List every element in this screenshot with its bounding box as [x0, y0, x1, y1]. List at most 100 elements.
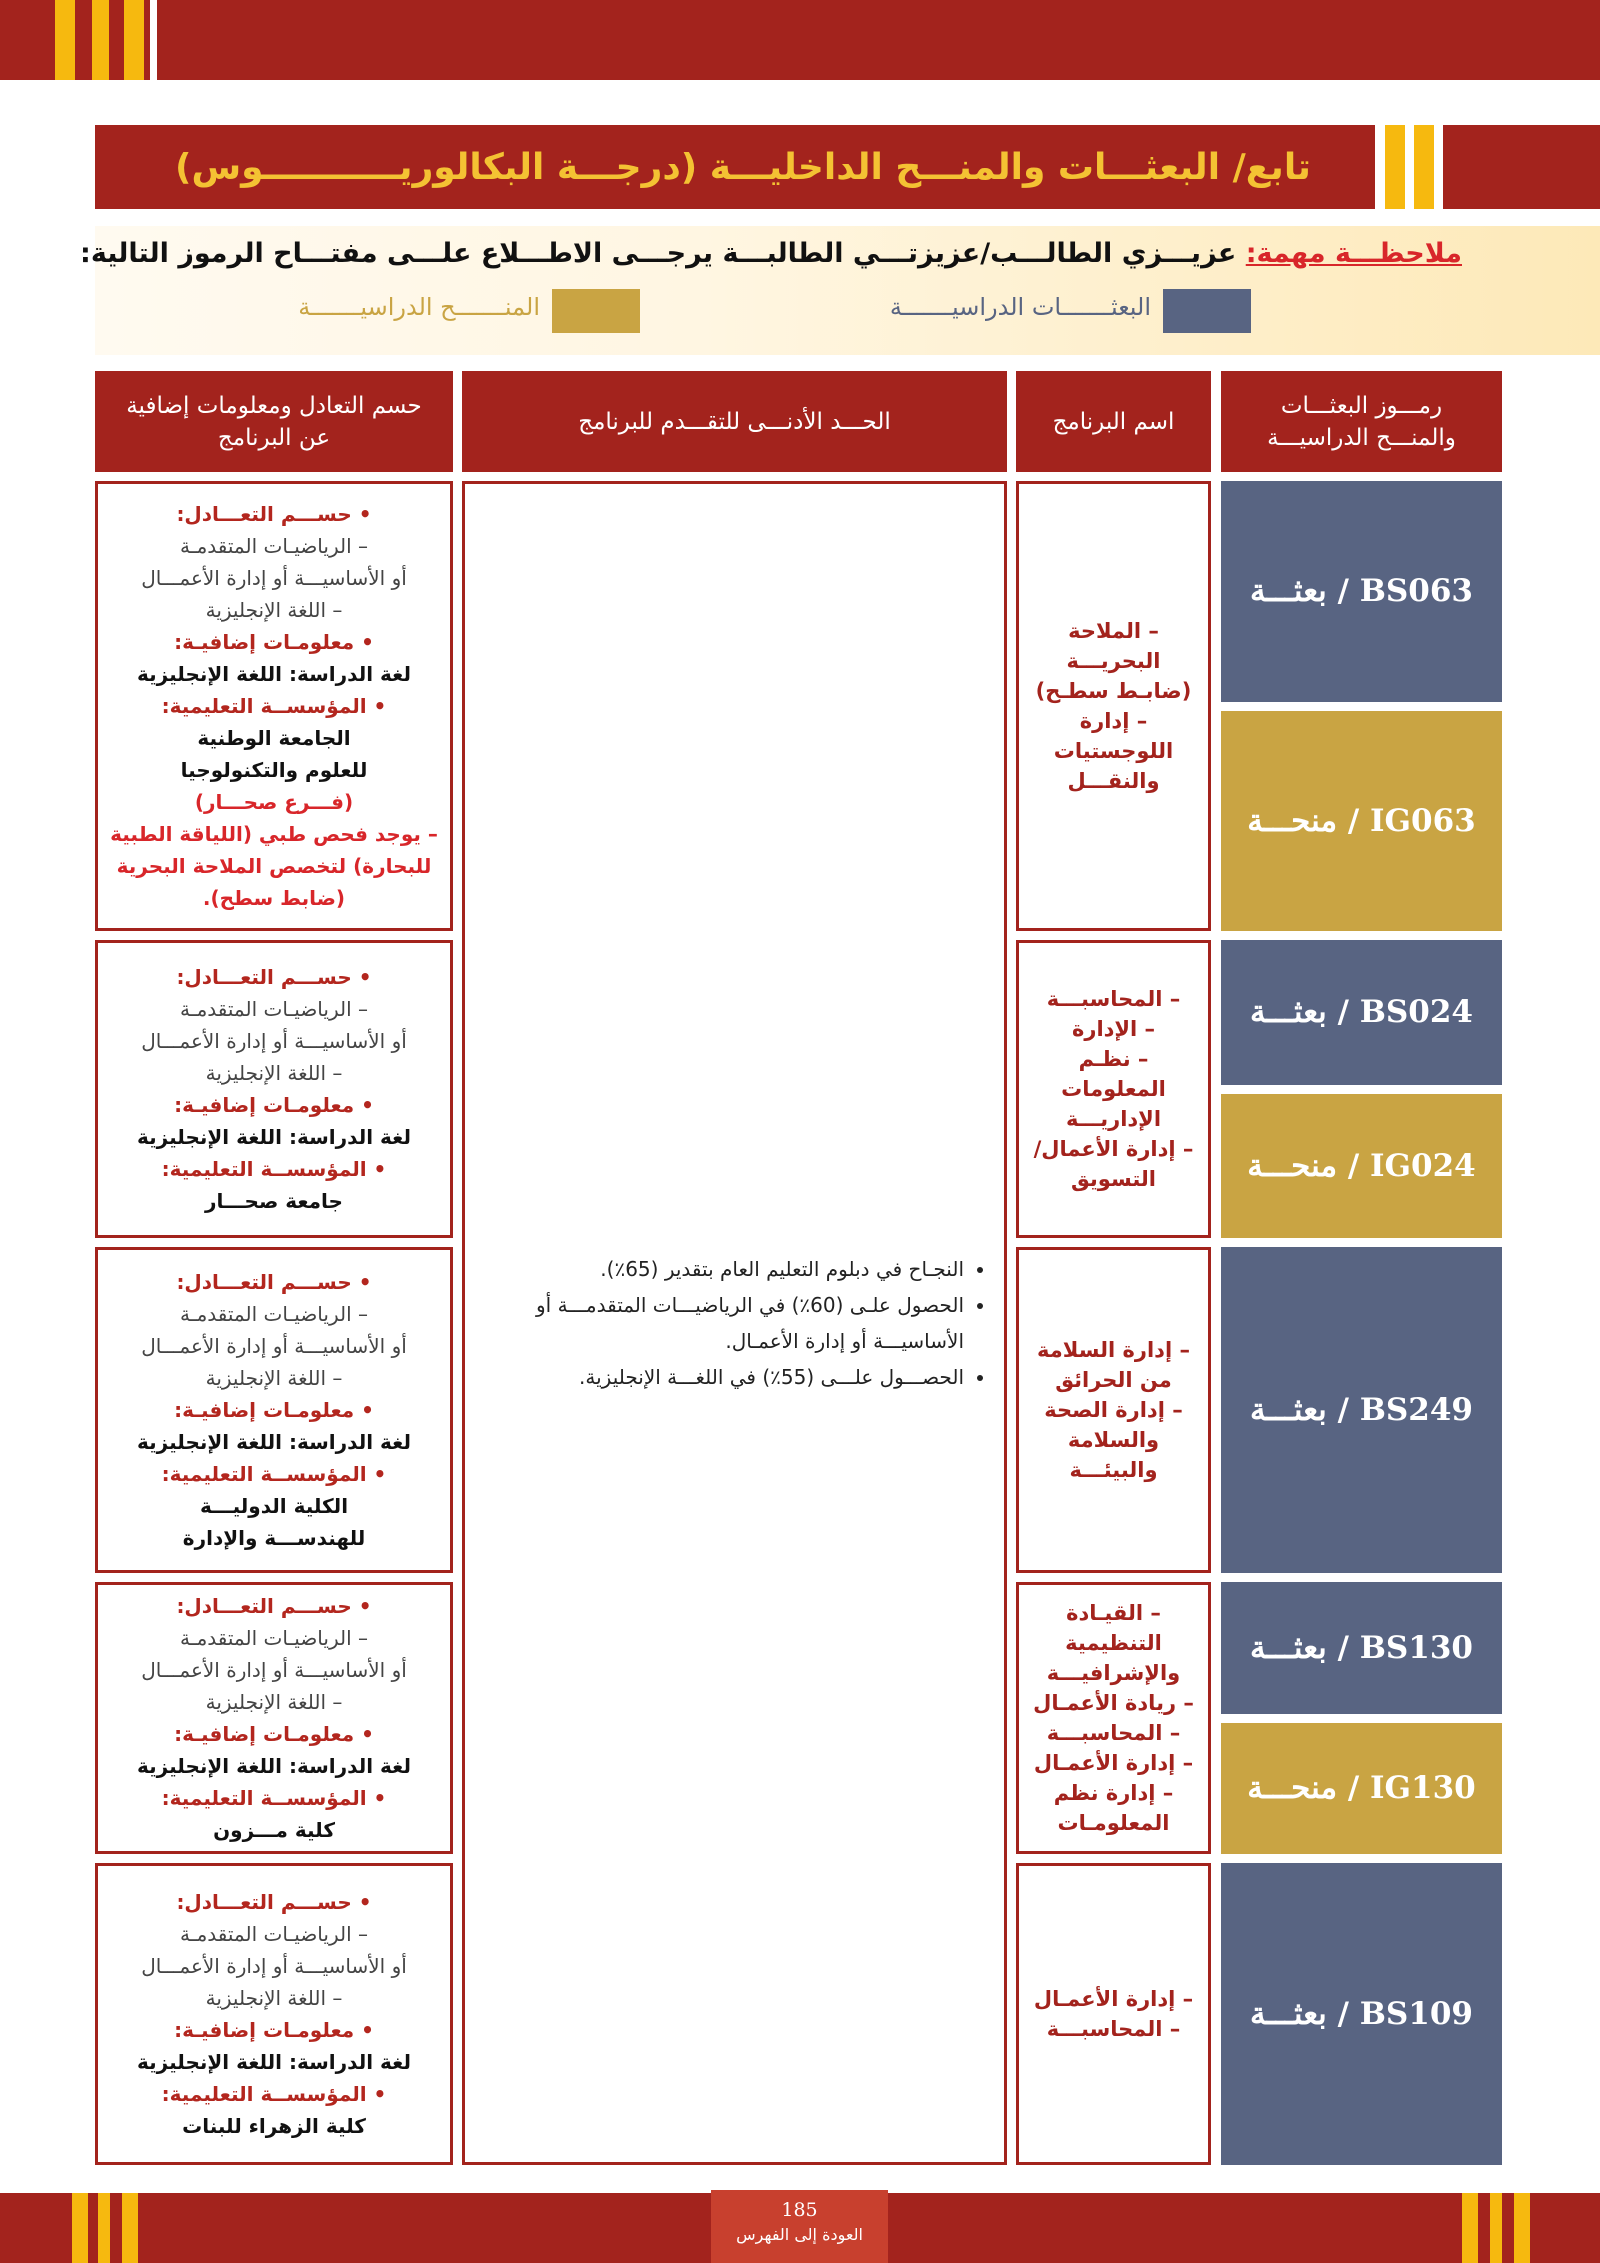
info-language: لغة الدراسة: اللغة الإنجليزية	[137, 662, 411, 686]
stripe	[1462, 2193, 1478, 2263]
stripe	[1490, 2193, 1502, 2263]
legend: البعثـــــــات الدراسيـــــــة المنــــــ…	[95, 289, 1600, 335]
note-label: ملاحظـــة مهمة:	[1245, 238, 1462, 269]
info-note: – يوجد فحص طبي (اللياقة الطبية للبحارة) …	[110, 822, 438, 910]
code-cell: BS109 / بعثـــة	[1221, 1863, 1502, 2165]
code-cell: IG024 / منحـــة	[1221, 1093, 1502, 1238]
code-cell: BS063 / بعثـــة	[1221, 481, 1502, 702]
info-language: لغة الدراسة: اللغة الإنجليزية	[137, 1754, 411, 1778]
info-subject: – اللغة الإنجليزية	[205, 598, 343, 622]
info-subject: – الرياضيـات المتقدمـة	[179, 534, 369, 558]
note-line: ملاحظـــة مهمة: عزيـــزي الطالـــب/عزيزت…	[80, 238, 1462, 269]
note-text: عزيـــزي الطالـــب/عزيزتـــي الطالبـــة …	[80, 238, 1237, 269]
info-subject: – اللغة الإنجليزية	[205, 1986, 343, 2010]
column-header: الحـــد الأدنـــى للتقـــدم للبرنامج	[462, 371, 1007, 472]
page-number: 185	[781, 2199, 818, 2221]
info-subject: أو الأساسيـــة أو إدارة الأعمـــال	[141, 1029, 407, 1053]
info-label: • معلومـات إضافيـة:	[174, 1093, 374, 1117]
legend-swatch	[552, 289, 640, 333]
program-name: – الملاحة البحريـــة	[1066, 619, 1161, 673]
stripe	[1385, 125, 1405, 209]
code-cell: BS024 / بعثـــة	[1221, 940, 1502, 1085]
info-language: لغة الدراسة: اللغة الإنجليزية	[137, 1125, 411, 1149]
info-note: (فـــرع صحـــار)	[194, 790, 354, 814]
info-label: • معلومـات إضافيـة:	[174, 630, 374, 654]
stripe	[92, 0, 109, 80]
info-subject: أو الأساسيـــة أو إدارة الأعمـــال	[141, 1658, 407, 1682]
program-name: – ريادة الأعمـال	[1033, 1691, 1194, 1715]
info-label: • حســـم التعـــادل:	[176, 1890, 372, 1914]
info-label: • المؤسســة التعليمية:	[161, 1157, 387, 1181]
program-name: – المحاسبـــة	[1046, 987, 1181, 1011]
title-bar: تابع/ البعثـــات والمنـــح الداخليـــة (…	[95, 125, 1375, 209]
info-label: • المؤسســة التعليمية:	[161, 2082, 387, 2106]
code-cell: BS249 / بعثـــة	[1221, 1247, 1502, 1573]
column-header: رمـــوز البعثـــات والمنـــح الدراسيـــة	[1221, 371, 1502, 472]
program-name: – الإدارة	[1071, 1017, 1156, 1041]
info-institution: كلية مـــزون	[213, 1818, 335, 1842]
info-institution: كلية الزهراء للبنات	[182, 2114, 366, 2138]
program-cell: – المحاسبـــة – الإدارة – نظـم المعلومات ا…	[1016, 940, 1211, 1238]
legend-text: المنـــــــح الدراسيـــــــة	[298, 293, 540, 321]
legend-text: البعثـــــــات الدراسيـــــــة	[889, 293, 1151, 321]
stripe	[1514, 2193, 1530, 2263]
stripe	[150, 0, 157, 80]
stripe	[124, 0, 144, 80]
program-name: – نظـم المعلومات الإداريـــة	[1061, 1047, 1166, 1131]
info-label: • المؤسســة التعليمية:	[161, 694, 387, 718]
program-name: – إدارة الأعمـال	[1033, 1987, 1194, 2011]
stripe	[1414, 125, 1434, 209]
info-subject: – اللغة الإنجليزية	[205, 1061, 343, 1085]
title-bar-end	[1443, 125, 1600, 209]
info-cell: • حســـم التعـــادل: – الرياضيـات المتقدم…	[95, 1582, 453, 1854]
program-name: – المحاسبـــة	[1046, 2017, 1181, 2041]
info-cell: • حســـم التعـــادل: – الرياضيـات المتقدم…	[95, 1863, 453, 2165]
program-name: – إدارة الأعمال/ التسويق	[1033, 1137, 1194, 1191]
info-institution: للهندســـة والإدارة	[182, 1526, 366, 1550]
info-subject: – اللغة الإنجليزية	[205, 1366, 343, 1390]
info-label: • حســـم التعـــادل:	[176, 502, 372, 526]
info-subject: – الرياضيـات المتقدمـة	[179, 1922, 369, 1946]
column-header: حسم التعادل ومعلومات إضافية عن البرنامج	[95, 371, 453, 472]
requirements-cell: النجـاح في دبلوم التعليم العام بتقدير (6…	[462, 481, 1007, 2165]
info-institution: للعلوم والتكنولوجيا	[180, 758, 368, 782]
info-subject: – الرياضيـات المتقدمـة	[179, 997, 369, 1021]
info-label: • معلومـات إضافيـة:	[174, 1722, 374, 1746]
info-language: لغة الدراسة: اللغة الإنجليزية	[137, 1430, 411, 1454]
program-name: – القيـادة التنظيمية والإشرافيـــة	[1046, 1601, 1181, 1685]
info-label: • حســـم التعـــادل:	[176, 965, 372, 989]
requirement: الحصول علـى (60٪) في الرياضيـــات المتقد…	[481, 1287, 964, 1359]
code-cell: IG063 / منحـــة	[1221, 710, 1502, 931]
program-cell: – القيـادة التنظيمية والإشرافيـــة – رياد…	[1016, 1582, 1211, 1854]
program-cell: – إدارة السلامة من الحرائق – إدارة الصحة …	[1016, 1247, 1211, 1573]
info-label: • حســـم التعـــادل:	[176, 1270, 372, 1294]
info-label: • حســـم التعـــادل:	[176, 1594, 372, 1618]
code-cell: IG130 / منحـــة	[1221, 1722, 1502, 1854]
info-label: • المؤسســة التعليمية:	[161, 1462, 387, 1486]
program-name: – إدارة السلامة من الحرائق	[1037, 1338, 1190, 1392]
column-header: اسم البرنامج	[1016, 371, 1211, 472]
info-institution: الجامعة الوطنية	[197, 726, 351, 750]
info-subject: – الرياضيـات المتقدمـة	[179, 1626, 369, 1650]
footer-box: 185 العودة إلى الفهرس	[711, 2190, 888, 2263]
info-cell: • حســـم التعـــادل: – الرياضيـات المتقدم…	[95, 481, 453, 931]
program-cell: – الملاحة البحريـــة (ضابـط سطـح) – إدارة …	[1016, 481, 1211, 931]
stripe	[72, 2193, 88, 2263]
info-institution: الكلية الدوليـــة	[199, 1494, 349, 1518]
info-institution: جامعة صحـــار	[205, 1189, 343, 1213]
info-language: لغة الدراسة: اللغة الإنجليزية	[137, 2050, 411, 2074]
info-subject: – الرياضيـات المتقدمـة	[179, 1302, 369, 1326]
title: تابع/ البعثـــات والمنـــح الداخليـــة (…	[175, 146, 1311, 188]
stripe	[98, 2193, 110, 2263]
index-link[interactable]: العودة إلى الفهرس	[736, 2225, 863, 2244]
stripe	[122, 2193, 138, 2263]
program-cell: – إدارة الأعمـال – المحاسبـــة	[1016, 1863, 1211, 2165]
program-name: – إدارة الصحة والسلامة والبيئـــة	[1044, 1398, 1183, 1482]
info-subject: أو الأساسيـــة أو إدارة الأعمـــال	[141, 566, 407, 590]
info-subject: أو الأساسيـــة أو إدارة الأعمـــال	[141, 1334, 407, 1358]
top-band	[0, 0, 1600, 80]
info-label: • المؤسســة التعليمية:	[161, 1786, 387, 1810]
note-box: ملاحظـــة مهمة: عزيـــزي الطالـــب/عزيزت…	[80, 226, 1600, 355]
info-label: • معلومـات إضافيـة:	[174, 1398, 374, 1422]
